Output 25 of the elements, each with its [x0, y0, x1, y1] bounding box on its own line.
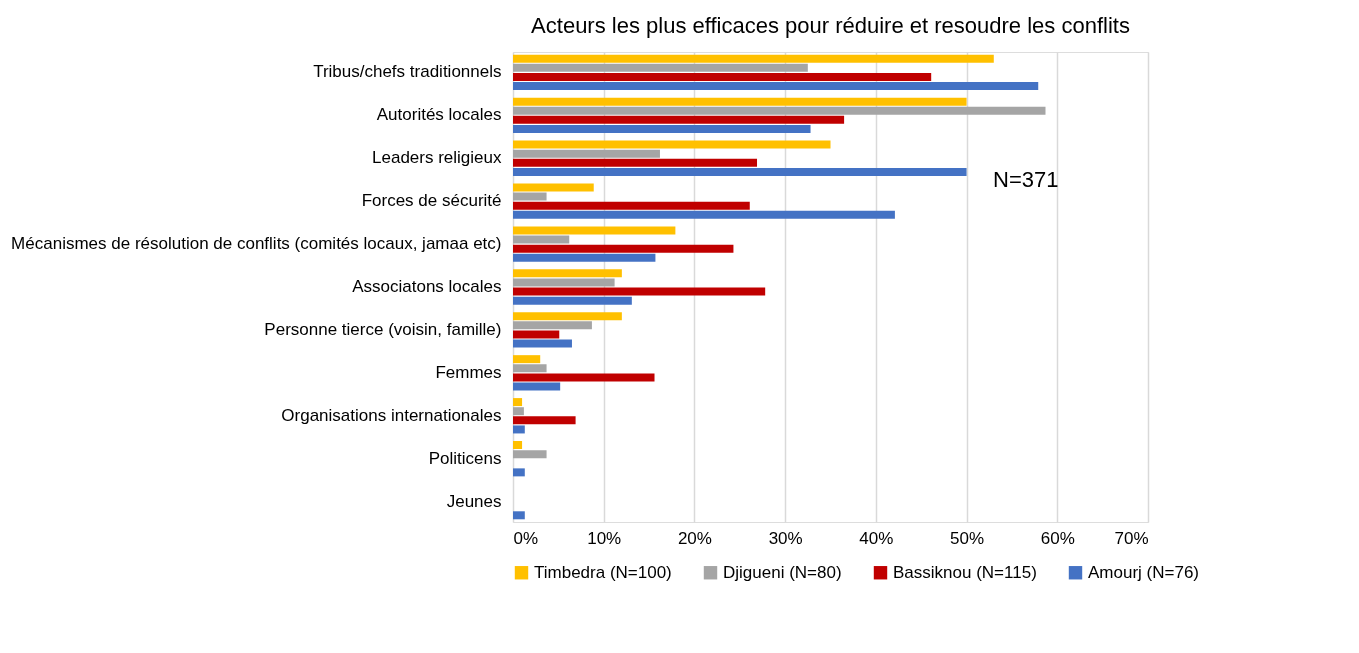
x-tick-label: 0%: [513, 528, 539, 548]
x-tick-label: 10%: [587, 528, 622, 548]
x-tick-label: 50%: [950, 528, 985, 548]
y-tick-label: Tribus/chefs traditionnels: [313, 62, 502, 82]
legend-label: Timbedra (N=100): [534, 562, 672, 582]
x-tick-label: 20%: [677, 528, 712, 548]
y-tick-label: Associatons locales: [352, 277, 502, 296]
y-tick-label: Leaders religieux: [372, 148, 502, 168]
y-tick-label: Jeunes: [446, 491, 502, 511]
legend-label: Amourj (N=76): [1088, 562, 1200, 582]
x-tick-label: 70%: [1114, 528, 1149, 548]
x-tick-label: 40%: [859, 528, 894, 548]
y-tick-label: Autorités locales: [376, 105, 502, 125]
y-tick-label: Forces de sécurité: [361, 191, 502, 211]
y-tick-label: Organisations internationales: [281, 405, 502, 425]
x-tick-label: 60%: [1040, 528, 1075, 548]
y-tick-label: Politicens: [428, 448, 502, 468]
legend-label: Djigueni (N=80): [723, 562, 842, 582]
legend-label: Bassiknou (N=115): [893, 562, 1037, 582]
y-tick-label: Personne tierce (voisin, famille): [264, 319, 502, 339]
y-tick-label: Femmes: [435, 362, 502, 382]
x-tick-label: 30%: [768, 528, 803, 548]
y-tick-label: Mécanismes de résolution de conflits (comités locaux, jamaa etc): [11, 234, 502, 254]
chart-title: Acteurs les plus efficaces pour réduire et resoudre les conflits: [531, 13, 1130, 38]
annotation: N=371: [993, 167, 1059, 192]
